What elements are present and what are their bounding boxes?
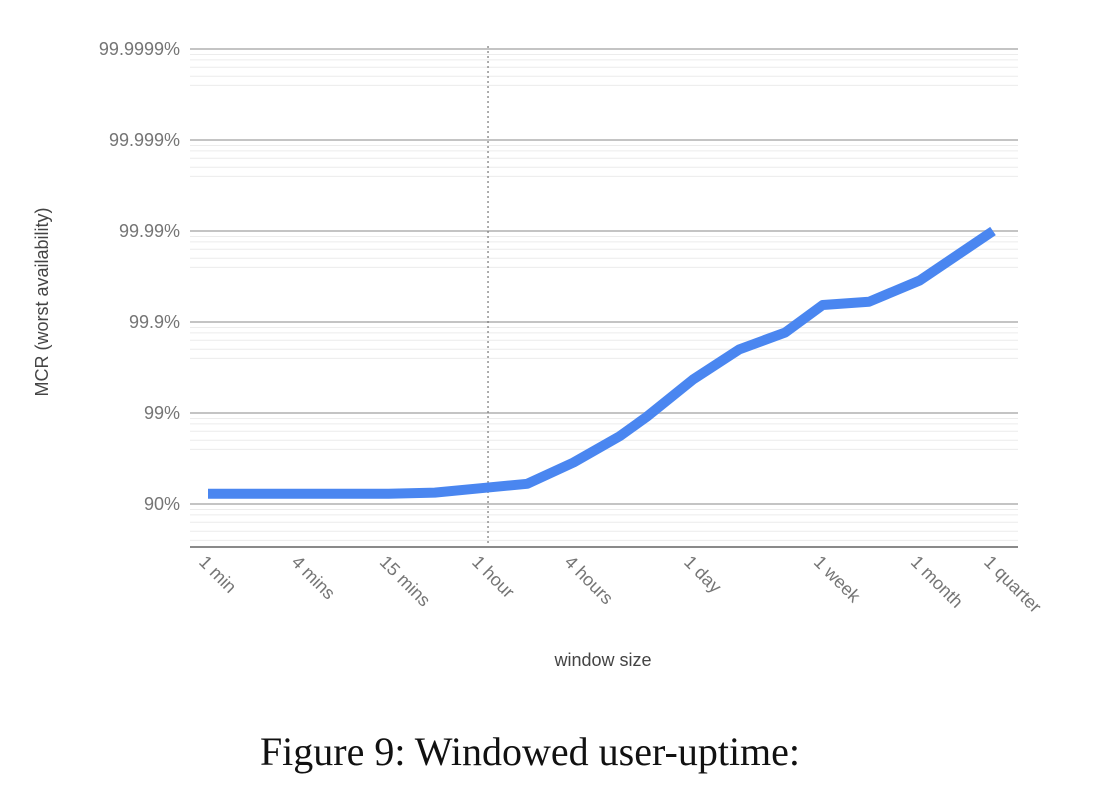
x-tick-label: 15 mins [376, 552, 435, 611]
y-tick-labels: 90% 99% 99.9% 99.99% 99.999% 99.9999% [99, 39, 180, 514]
x-tick-label: 1 quarter [980, 552, 1045, 617]
x-tick-label: 1 hour [468, 552, 518, 602]
x-tick-label: 1 week [810, 552, 865, 607]
x-tick-label: 4 hours [561, 552, 618, 609]
y-tick-label: 90% [144, 494, 180, 514]
y-tick-label: 99.9% [129, 312, 180, 332]
figure-caption: Figure 9: Windowed user-uptime: [259, 729, 801, 774]
x-axis-title: window size [553, 650, 651, 670]
x-tick-labels: 1 min 4 mins 15 mins 1 hour 4 hours 1 day 1 we… [195, 552, 1045, 617]
y-tick-label: 99% [144, 403, 180, 423]
x-tick-label: 1 month [907, 552, 967, 612]
chart: 90% 99% 99.9% 99.99% 99.999% 99.9999% 1 min 4 … [32, 39, 1045, 670]
x-tick-label: 1 day [680, 552, 725, 597]
series-line [208, 226, 996, 499]
major-grid [190, 48, 1018, 505]
x-tick-label: 4 mins [288, 552, 340, 604]
y-tick-label: 99.999% [109, 130, 180, 150]
y-tick-label: 99.99% [119, 221, 180, 241]
x-tick-label: 1 min [195, 552, 240, 597]
minor-grid [190, 53, 1018, 541]
y-tick-label: 99.9999% [99, 39, 180, 59]
y-axis-title: MCR (worst availability) [32, 207, 52, 396]
